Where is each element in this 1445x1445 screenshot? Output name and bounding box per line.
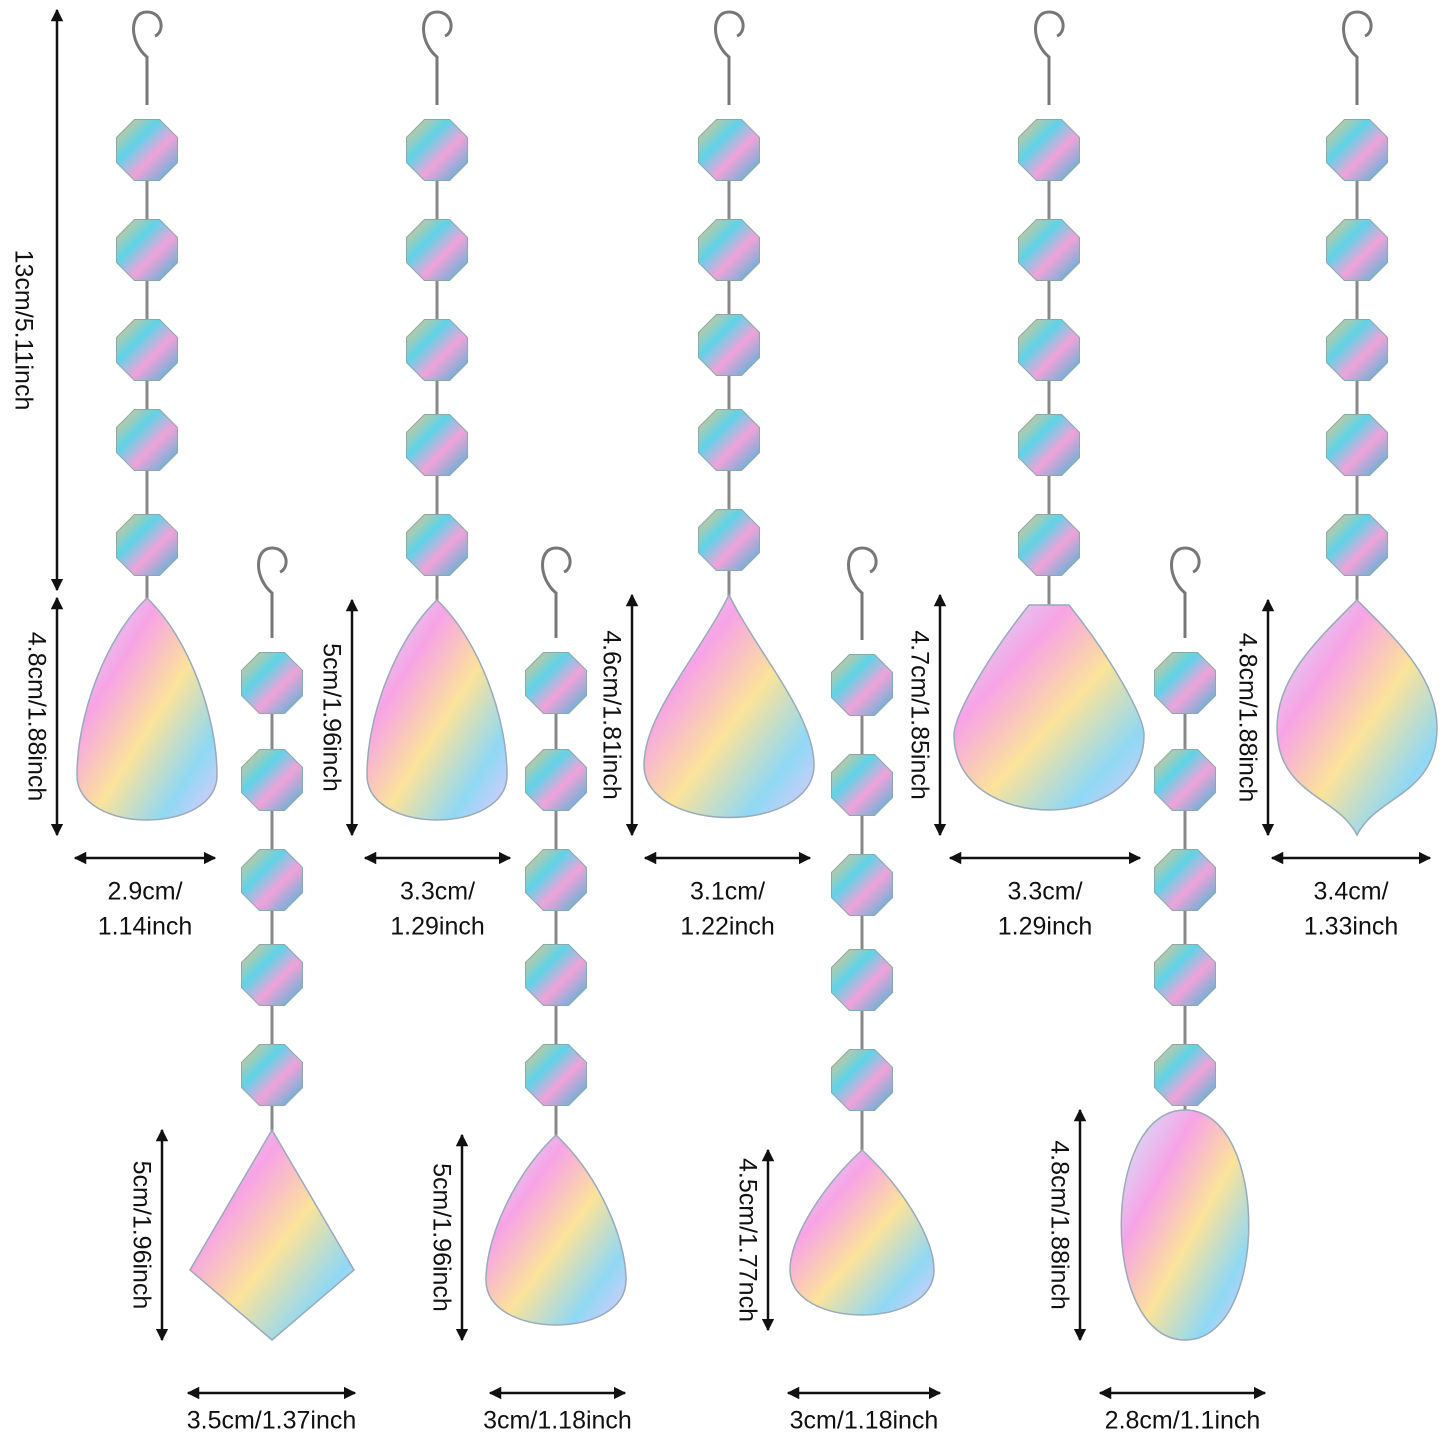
bead <box>406 319 468 381</box>
bead <box>1326 514 1388 576</box>
bead <box>525 749 587 811</box>
bead <box>698 409 760 471</box>
pendant <box>789 1148 935 1316</box>
width-label: 3.3cm/ <box>1007 878 1082 906</box>
bead <box>406 414 468 476</box>
height-label: 4.8cm/1.88inch <box>22 632 50 802</box>
bead <box>116 319 178 381</box>
bead <box>525 849 587 911</box>
height-label: 4.8cm/1.88inch <box>1045 1140 1073 1310</box>
hook <box>541 546 572 638</box>
width-label: 2.9cm/ <box>107 878 182 906</box>
bead <box>698 314 760 376</box>
height-label: 5cm/1.96inch <box>317 643 345 792</box>
labels: 4.8cm/1.88inch 2.9cm/1.14inch 5cm/1.96inch… <box>9 8 1432 1435</box>
width-label: 3cm/1.18inch <box>790 1407 939 1435</box>
bead <box>116 409 178 471</box>
pendant <box>1276 598 1438 837</box>
height-label: 4.5cm/1.77nch <box>733 1158 761 1322</box>
bead <box>1018 514 1080 576</box>
artwork <box>76 10 1438 1341</box>
width-label: 2.8cm/1.1inch <box>1105 1407 1261 1435</box>
bead <box>698 219 760 281</box>
bead <box>525 944 587 1006</box>
height-label: 5cm/1.96inch <box>127 1161 155 1310</box>
height-label: 4.7cm/1.85inch <box>905 630 933 800</box>
bead <box>1154 749 1216 811</box>
bead <box>831 854 893 916</box>
bead <box>1154 1044 1216 1106</box>
width-label: 3.5cm/1.37inch <box>187 1407 357 1435</box>
width-label: 1.14inch <box>98 913 193 941</box>
height-label: 5cm/1.96inch <box>427 1163 455 1312</box>
width-label: 3cm/1.18inch <box>483 1407 632 1435</box>
hook <box>1034 10 1065 105</box>
pendant <box>485 1133 627 1326</box>
bead <box>831 949 893 1011</box>
pendant <box>189 1128 355 1341</box>
height-label: 4.6cm/1.81inch <box>597 630 625 800</box>
pendant <box>76 596 218 821</box>
width-label: 3.1cm/ <box>690 878 765 906</box>
bead <box>116 219 178 281</box>
bead <box>1154 652 1216 714</box>
hook <box>1170 546 1201 638</box>
bead <box>241 944 303 1006</box>
bead <box>525 1044 587 1106</box>
bead <box>1018 319 1080 381</box>
bead <box>831 654 893 716</box>
bead <box>698 119 760 181</box>
height-label: 4.8cm/1.88inch <box>1233 633 1261 803</box>
width-label: 1.22inch <box>680 913 775 941</box>
bead <box>406 219 468 281</box>
bead <box>1326 319 1388 381</box>
width-label: 3.4cm/ <box>1313 878 1388 906</box>
hook <box>847 546 878 640</box>
hook <box>422 10 453 105</box>
hook <box>714 10 745 105</box>
bead <box>406 119 468 181</box>
bead <box>1154 849 1216 911</box>
width-label: 1.33inch <box>1304 913 1399 941</box>
hook <box>257 546 288 638</box>
bead <box>1154 944 1216 1006</box>
width-label: 1.29inch <box>390 913 485 941</box>
bead <box>1018 414 1080 476</box>
bead <box>698 509 760 571</box>
bead <box>1326 219 1388 281</box>
bead <box>116 514 178 576</box>
bead <box>525 652 587 714</box>
pendant <box>366 598 508 821</box>
pendant <box>643 593 815 819</box>
bead <box>1018 119 1080 181</box>
bead <box>241 849 303 911</box>
width-label: 1.29inch <box>998 913 1093 941</box>
pendant <box>953 604 1145 811</box>
bead <box>831 1049 893 1111</box>
bead <box>831 754 893 816</box>
bead <box>1018 219 1080 281</box>
hook <box>1342 10 1373 105</box>
width-label: 3.3cm/ <box>400 878 475 906</box>
bead <box>1326 414 1388 476</box>
bead <box>1326 119 1388 181</box>
chain-label: 13cm/5.11inch <box>9 250 37 411</box>
pendant <box>1120 1109 1250 1341</box>
bead <box>116 119 178 181</box>
bead <box>241 749 303 811</box>
bead <box>406 514 468 576</box>
bead <box>241 1044 303 1106</box>
bead <box>241 652 303 714</box>
hook <box>132 10 163 105</box>
